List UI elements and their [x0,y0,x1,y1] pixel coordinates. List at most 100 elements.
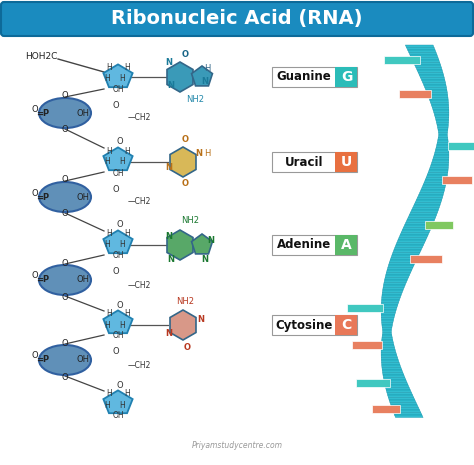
Polygon shape [392,410,421,412]
Polygon shape [426,90,447,93]
Polygon shape [418,195,443,198]
Polygon shape [398,238,427,240]
Polygon shape [435,115,449,118]
Polygon shape [394,247,422,250]
Polygon shape [390,403,417,405]
Polygon shape [389,400,416,403]
Text: NH2: NH2 [186,94,204,104]
Text: O: O [117,380,123,390]
Polygon shape [381,358,398,360]
Text: OH: OH [112,332,124,340]
Polygon shape [191,66,212,86]
Text: N: N [201,254,209,264]
Polygon shape [397,240,426,243]
Polygon shape [382,327,392,330]
FancyBboxPatch shape [347,304,383,312]
Polygon shape [402,227,431,230]
Polygon shape [381,315,395,318]
Polygon shape [421,80,446,82]
Text: O: O [62,126,68,134]
Polygon shape [384,280,407,283]
Polygon shape [408,50,436,53]
Text: Ribonucleic Acid (RNA): Ribonucleic Acid (RNA) [111,9,363,28]
Text: N: N [201,78,209,86]
Polygon shape [386,272,410,275]
Polygon shape [407,218,436,220]
Text: OH: OH [76,193,90,201]
Ellipse shape [39,265,91,295]
Polygon shape [420,78,445,80]
Polygon shape [411,207,439,210]
Polygon shape [389,260,417,263]
Polygon shape [428,95,448,98]
Text: —CH2: —CH2 [128,198,151,206]
Text: Uracil: Uracil [285,155,323,168]
Polygon shape [382,340,393,343]
Text: —CH2: —CH2 [128,113,151,122]
Text: OH: OH [112,252,124,260]
Polygon shape [381,360,399,363]
Text: H: H [106,64,112,73]
Polygon shape [416,67,442,70]
FancyBboxPatch shape [410,255,442,263]
Text: H: H [124,146,130,155]
Text: H: H [104,400,110,410]
Polygon shape [388,395,414,398]
FancyBboxPatch shape [273,67,357,87]
FancyBboxPatch shape [352,341,382,349]
FancyBboxPatch shape [336,67,357,87]
Polygon shape [103,64,133,87]
Text: H: H [204,65,210,73]
FancyBboxPatch shape [336,235,357,255]
Polygon shape [382,323,393,325]
Polygon shape [382,338,393,340]
Polygon shape [383,283,406,285]
Polygon shape [438,140,448,142]
Text: H: H [124,390,130,399]
Polygon shape [433,110,449,113]
Text: H: H [119,320,125,330]
FancyBboxPatch shape [273,315,357,335]
Polygon shape [432,160,449,162]
Text: O: O [117,300,123,310]
Text: U: U [341,155,352,169]
Polygon shape [434,113,449,115]
Text: Adenine: Adenine [277,239,331,252]
Polygon shape [410,55,438,58]
Polygon shape [383,287,404,290]
Polygon shape [390,258,418,260]
Text: O: O [32,188,38,198]
Text: O: O [113,100,119,109]
Polygon shape [383,332,392,335]
FancyBboxPatch shape [425,221,453,229]
Text: O: O [113,185,119,193]
Polygon shape [421,187,445,190]
Text: H: H [124,310,130,319]
FancyBboxPatch shape [372,405,400,413]
Polygon shape [431,105,449,107]
Polygon shape [399,235,428,238]
FancyBboxPatch shape [356,379,390,386]
Polygon shape [405,222,434,225]
Polygon shape [381,350,396,352]
Text: H: H [104,74,110,84]
Polygon shape [409,213,438,215]
FancyBboxPatch shape [336,152,357,172]
Text: N: N [198,314,204,324]
Text: O: O [62,210,68,219]
Polygon shape [413,205,440,207]
Text: H: H [106,146,112,155]
Text: N: N [165,328,173,338]
Text: O: O [113,267,119,277]
Polygon shape [436,147,449,150]
Text: O: O [62,292,68,301]
Polygon shape [395,245,423,247]
Polygon shape [427,173,448,175]
Polygon shape [437,142,448,145]
Polygon shape [381,305,398,307]
Polygon shape [437,122,448,125]
Polygon shape [425,87,447,90]
Polygon shape [425,178,447,180]
Polygon shape [433,158,449,160]
Polygon shape [386,390,411,392]
